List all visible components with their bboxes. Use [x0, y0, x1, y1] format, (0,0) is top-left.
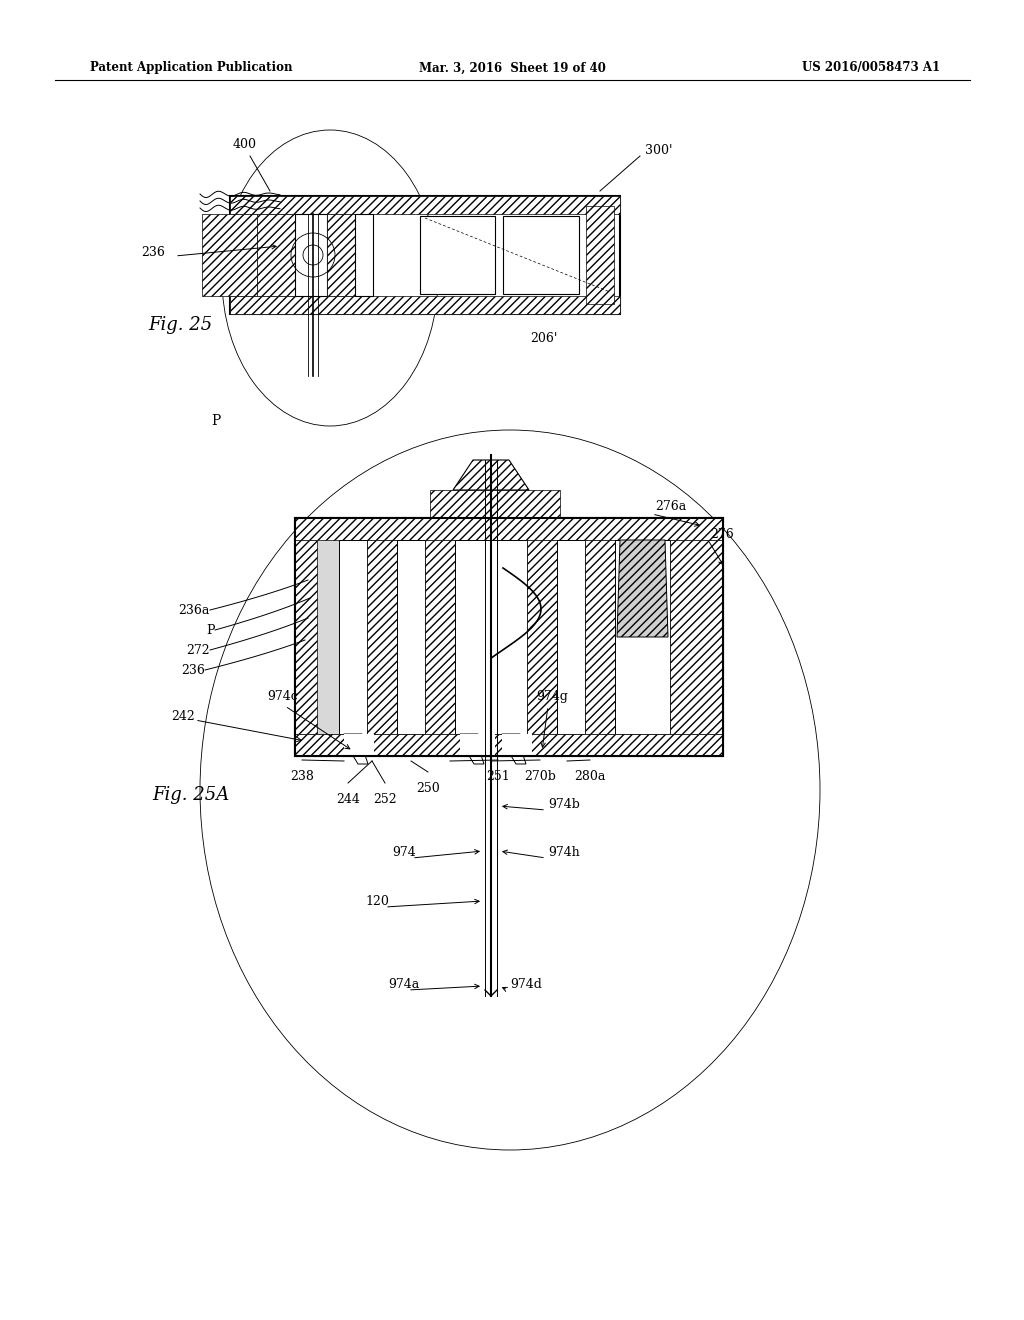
- Bar: [527, 540, 557, 734]
- Bar: [460, 734, 495, 756]
- Bar: [295, 734, 723, 756]
- Bar: [257, 214, 295, 296]
- Text: 974d: 974d: [510, 978, 542, 991]
- Bar: [503, 216, 579, 294]
- Text: 238: 238: [290, 770, 314, 783]
- Polygon shape: [460, 734, 484, 764]
- Text: 276a: 276a: [655, 500, 686, 513]
- Text: 236: 236: [181, 664, 205, 676]
- Bar: [339, 540, 367, 734]
- Text: 250: 250: [416, 781, 440, 795]
- Bar: [397, 540, 425, 734]
- Polygon shape: [617, 540, 668, 638]
- Text: 236: 236: [141, 246, 165, 259]
- Text: Mar. 3, 2016  Sheet 19 of 40: Mar. 3, 2016 Sheet 19 of 40: [419, 62, 605, 74]
- Text: P: P: [211, 414, 220, 428]
- Text: 236a: 236a: [178, 603, 210, 616]
- Text: 272: 272: [186, 644, 210, 656]
- Text: 206': 206': [530, 333, 557, 345]
- Text: US 2016/0058473 A1: US 2016/0058473 A1: [802, 62, 940, 74]
- Text: 270b: 270b: [524, 770, 556, 783]
- Bar: [344, 734, 374, 756]
- Text: 280a: 280a: [574, 770, 605, 783]
- Polygon shape: [344, 734, 368, 764]
- Bar: [295, 517, 723, 540]
- Text: 974g: 974g: [536, 690, 568, 704]
- Bar: [230, 296, 620, 314]
- Bar: [230, 195, 620, 214]
- Bar: [455, 540, 527, 734]
- Bar: [586, 206, 614, 304]
- Bar: [420, 216, 495, 294]
- Text: Patent Application Publication: Patent Application Publication: [90, 62, 293, 74]
- Text: 244: 244: [336, 793, 360, 807]
- Bar: [202, 214, 257, 296]
- Text: 974: 974: [392, 846, 416, 859]
- Text: 974c: 974c: [267, 690, 298, 704]
- Text: 974h: 974h: [548, 846, 580, 859]
- Bar: [295, 517, 723, 756]
- Bar: [295, 540, 317, 734]
- Text: Fig. 25: Fig. 25: [148, 315, 212, 334]
- Bar: [230, 195, 620, 314]
- Text: 276: 276: [710, 528, 734, 541]
- Bar: [327, 214, 355, 296]
- Bar: [615, 540, 670, 734]
- Text: 120: 120: [365, 895, 389, 908]
- Bar: [502, 734, 532, 756]
- Text: Fig. 25A: Fig. 25A: [152, 785, 229, 804]
- Text: 251: 251: [486, 770, 510, 783]
- Text: 300': 300': [645, 144, 673, 157]
- Text: 974b: 974b: [548, 799, 580, 810]
- Bar: [585, 540, 615, 734]
- Bar: [557, 540, 585, 734]
- Bar: [425, 540, 455, 734]
- Text: 242: 242: [171, 710, 195, 723]
- Bar: [295, 734, 723, 756]
- Bar: [670, 540, 723, 734]
- Bar: [430, 490, 560, 517]
- Polygon shape: [453, 459, 529, 490]
- Bar: [355, 214, 373, 296]
- Bar: [295, 517, 723, 756]
- Text: 400: 400: [233, 139, 257, 150]
- Bar: [295, 214, 327, 296]
- Text: 974a: 974a: [388, 978, 419, 991]
- Text: P: P: [207, 623, 215, 636]
- Polygon shape: [502, 734, 526, 764]
- Bar: [367, 540, 397, 734]
- Text: 252: 252: [373, 793, 397, 807]
